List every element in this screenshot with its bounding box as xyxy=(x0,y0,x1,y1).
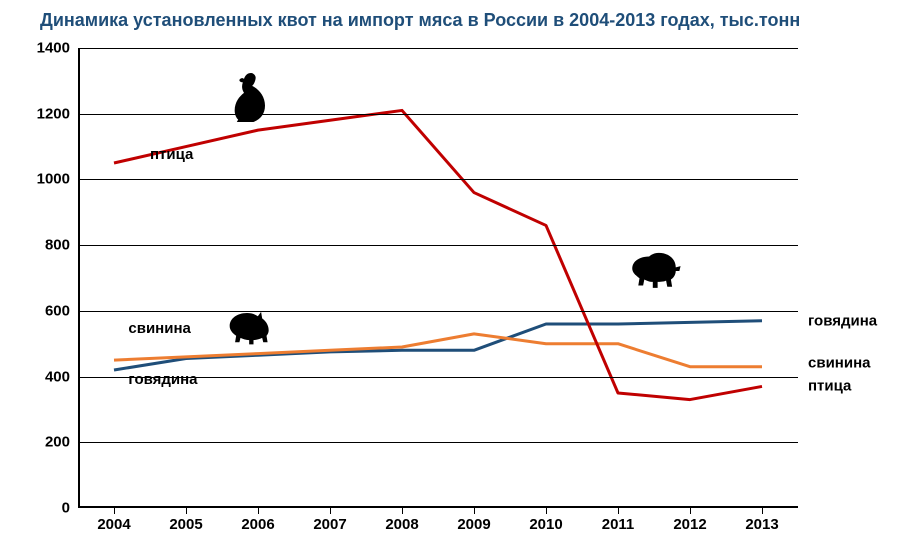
x-tick-mark xyxy=(474,508,475,514)
x-tick-mark xyxy=(186,508,187,514)
y-tick-label: 1000 xyxy=(37,171,70,188)
x-tick-label: 2008 xyxy=(385,516,418,533)
y-tick-label: 600 xyxy=(45,302,70,319)
right-label-pork: свинина xyxy=(808,355,870,372)
x-tick-mark xyxy=(402,508,403,514)
x-tick-label: 2004 xyxy=(97,516,130,533)
x-tick-label: 2013 xyxy=(745,516,778,533)
x-tick-label: 2005 xyxy=(169,516,202,533)
x-tick-mark xyxy=(330,508,331,514)
x-tick-label: 2009 xyxy=(457,516,490,533)
y-tick-label: 400 xyxy=(45,368,70,385)
gridline xyxy=(78,179,798,180)
y-tick-label: 0 xyxy=(62,500,70,517)
x-tick-label: 2006 xyxy=(241,516,274,533)
x-tick-label: 2011 xyxy=(602,516,635,533)
right-label-beef: говядина xyxy=(808,312,877,329)
y-tick-label: 200 xyxy=(45,434,70,451)
inline-label-poultry: птица xyxy=(150,146,193,163)
chicken-icon xyxy=(216,66,272,122)
chart-plot-area: 0200400600800100012001400200420052006200… xyxy=(78,48,798,508)
x-tick-mark xyxy=(690,508,691,514)
x-tick-mark xyxy=(618,508,619,514)
y-tick-label: 1400 xyxy=(37,40,70,57)
x-tick-label: 2007 xyxy=(313,516,346,533)
y-tick-label: 1200 xyxy=(37,105,70,122)
x-tick-label: 2012 xyxy=(673,516,706,533)
x-tick-mark xyxy=(546,508,547,514)
right-label-poultry: птица xyxy=(808,378,851,395)
gridline xyxy=(78,114,798,115)
y-tick-label: 800 xyxy=(45,237,70,254)
cow-icon xyxy=(625,242,683,300)
series-beef xyxy=(114,321,762,370)
gridline xyxy=(78,48,798,49)
pig-icon xyxy=(221,300,273,352)
inline-label-pork: свинина xyxy=(128,320,190,337)
x-tick-mark xyxy=(762,508,763,514)
gridline xyxy=(78,245,798,246)
chart-lines xyxy=(78,48,798,508)
x-tick-mark xyxy=(114,508,115,514)
x-tick-mark xyxy=(258,508,259,514)
chart-title: Динамика установленных квот на импорт мя… xyxy=(40,10,863,31)
inline-label-beef: говядина xyxy=(128,371,197,388)
gridline xyxy=(78,311,798,312)
gridline xyxy=(78,442,798,443)
x-tick-label: 2010 xyxy=(529,516,562,533)
